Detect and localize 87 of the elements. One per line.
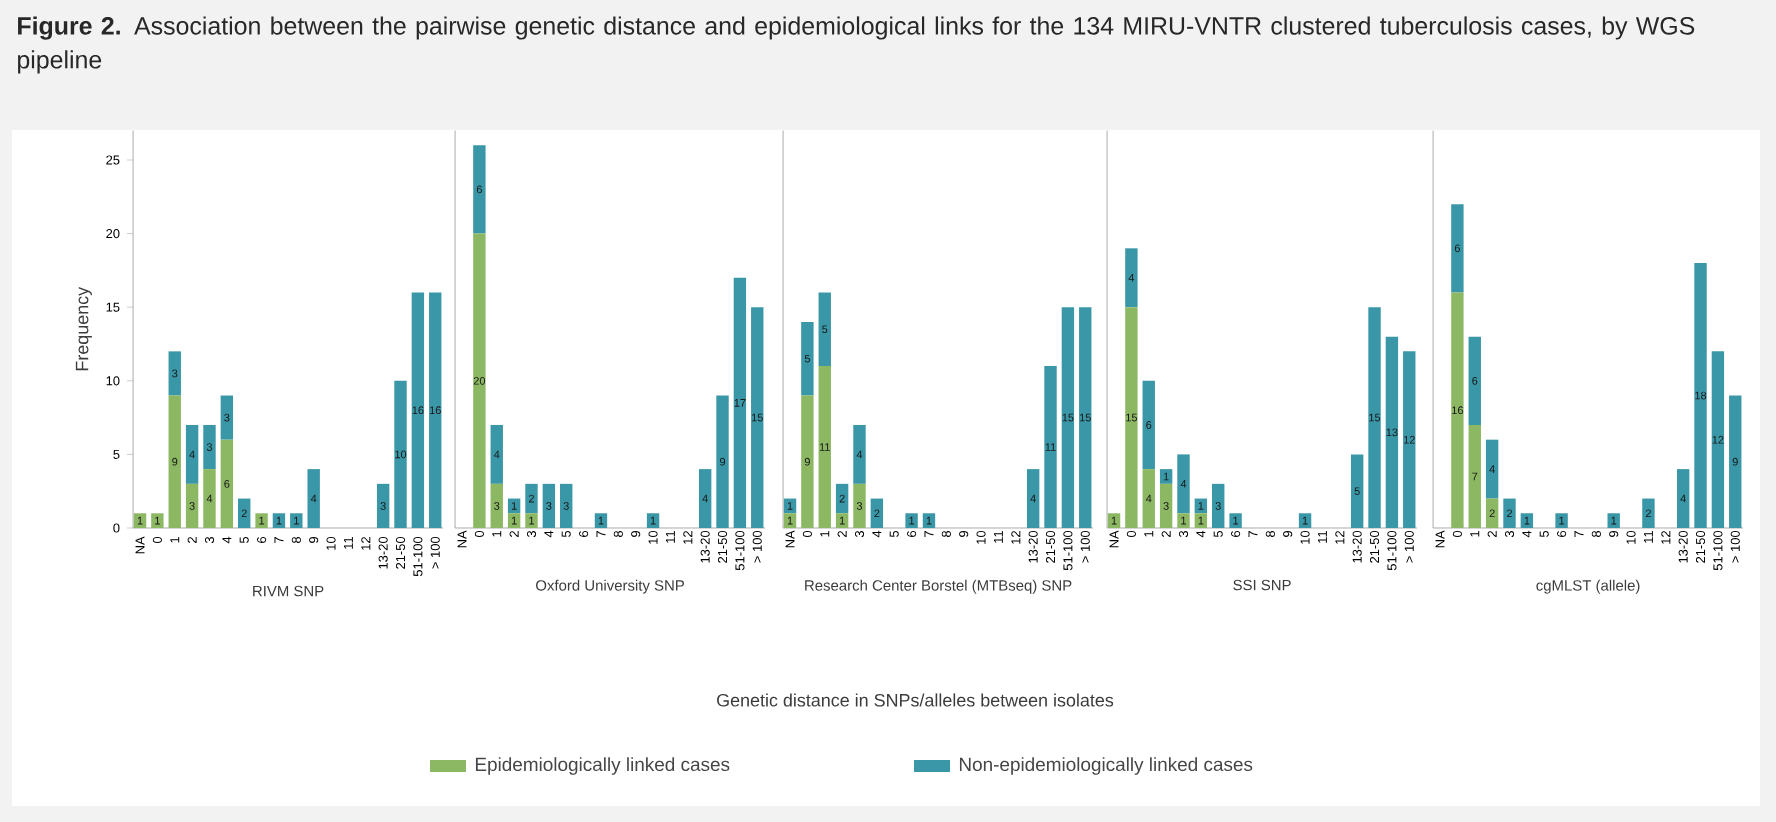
bar [1642, 498, 1655, 528]
bar [1194, 513, 1208, 528]
bar [716, 395, 729, 528]
bar [1485, 498, 1499, 528]
bar [490, 424, 503, 484]
bar [560, 483, 573, 528]
bar [801, 321, 814, 396]
bar [1229, 513, 1242, 528]
bar [646, 513, 660, 528]
bar [220, 439, 234, 528]
bar [835, 483, 849, 514]
bar [203, 424, 216, 470]
bar [220, 395, 234, 440]
bar [1044, 366, 1057, 528]
bar [168, 395, 181, 528]
bar [1385, 336, 1399, 528]
bar [1212, 483, 1225, 528]
bar [1503, 498, 1516, 528]
bar [473, 145, 486, 234]
bar [1468, 336, 1481, 425]
bar [1520, 513, 1534, 528]
bar [1350, 454, 1364, 528]
bar [1607, 513, 1620, 528]
bar [185, 483, 199, 528]
bar [1694, 263, 1707, 528]
text: Genetic distance in SNPs/alleles between isolates [717, 693, 1114, 707]
bar [1026, 469, 1040, 528]
legend-label: Non-epidemiologically linked cases [959, 757, 1253, 775]
bar [203, 469, 216, 528]
bar [1079, 307, 1092, 528]
bar [1368, 307, 1381, 528]
bar [1159, 483, 1173, 528]
bar [1107, 513, 1121, 528]
legend-label: Epidemiologically linked cases [475, 757, 730, 775]
bar [394, 380, 407, 528]
bar [853, 424, 866, 484]
bar [307, 469, 320, 528]
bar [525, 483, 538, 514]
bar [255, 513, 268, 528]
bar [1125, 307, 1138, 528]
bar [1125, 248, 1138, 308]
bar [1142, 469, 1155, 528]
bar [290, 513, 303, 528]
bar [922, 513, 936, 528]
bar [272, 513, 286, 528]
bar [1142, 380, 1155, 470]
bar [507, 513, 521, 528]
bar [490, 483, 503, 528]
bar [1711, 351, 1725, 528]
bar [853, 483, 866, 528]
bar [870, 498, 884, 528]
bar [542, 483, 556, 528]
bar [783, 513, 797, 528]
bar [1468, 424, 1481, 528]
chart-title: Figure 2. Association between the pairwise genetic distance and epidemiological links for the 134 MIRU-VNTR clustered tuberculosis cases, by WGS pipeline [18, 16, 1695, 74]
bar [1403, 351, 1416, 528]
bar [411, 292, 425, 528]
bar [801, 395, 814, 528]
bar [168, 351, 181, 396]
bar [133, 513, 147, 528]
bar [698, 469, 712, 528]
y-axis-title: Frequency [75, 286, 92, 371]
bar [525, 513, 538, 528]
bar [751, 307, 764, 528]
bar [473, 233, 486, 528]
bar [1159, 469, 1173, 484]
bar [238, 498, 251, 528]
bar [1485, 439, 1499, 499]
bar [1061, 307, 1075, 528]
bar [1451, 292, 1464, 528]
bar [1555, 513, 1568, 528]
bar [818, 292, 831, 367]
bar [429, 292, 442, 528]
bar [1676, 469, 1690, 528]
bar [1729, 395, 1742, 528]
bar [1177, 513, 1190, 528]
bar [835, 513, 849, 528]
bar [594, 513, 608, 528]
bar [1451, 204, 1464, 293]
bar [905, 513, 918, 528]
bar [733, 277, 747, 528]
bar [818, 366, 831, 528]
bar [1177, 454, 1190, 514]
bar [1298, 513, 1312, 528]
bar [376, 483, 390, 528]
bar [185, 424, 199, 484]
bar [151, 513, 164, 528]
